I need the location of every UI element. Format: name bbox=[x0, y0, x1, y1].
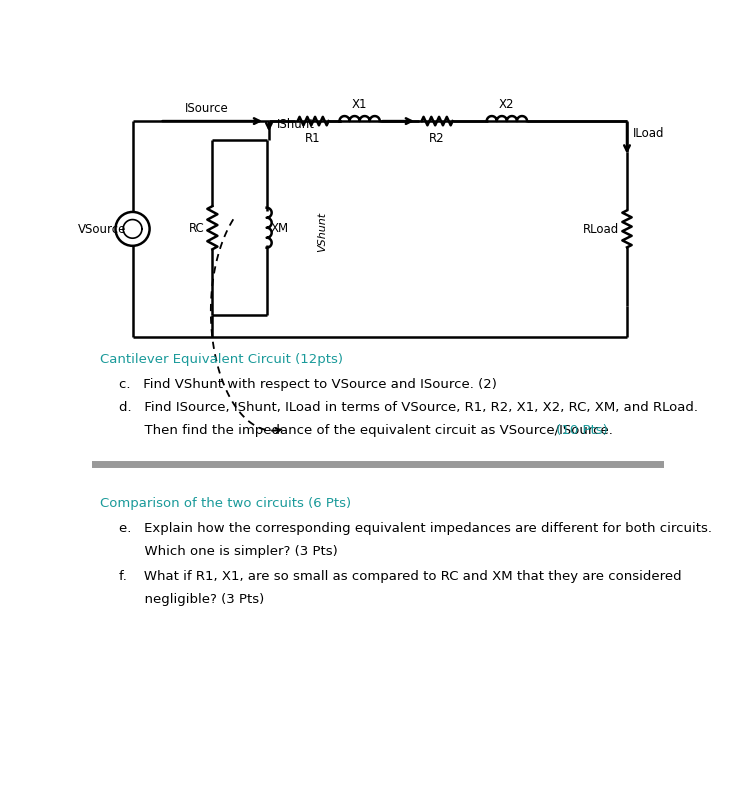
Text: ILoad: ILoad bbox=[633, 127, 665, 140]
Text: R1: R1 bbox=[306, 132, 321, 145]
Text: RC: RC bbox=[189, 222, 204, 235]
Text: X1: X1 bbox=[352, 98, 368, 111]
Text: IShunt: IShunt bbox=[277, 118, 314, 131]
Text: Then find the impedance of the equivalent circuit as VSource/ISource.: Then find the impedance of the equivalen… bbox=[120, 423, 613, 436]
Text: Comparison of the two circuits (6 Pts): Comparison of the two circuits (6 Pts) bbox=[100, 496, 351, 509]
Text: XM: XM bbox=[271, 222, 289, 235]
Text: e.   Explain how the corresponding equivalent impedances are different for both : e. Explain how the corresponding equival… bbox=[120, 521, 712, 534]
Text: c.   Find VShunt with respect to VSource and ISource. (2): c. Find VShunt with respect to VSource a… bbox=[120, 377, 497, 390]
Text: d.   Find ISource, IShunt, ILoad in terms of VSource, R1, R2, X1, X2, RC, XM, an: d. Find ISource, IShunt, ILoad in terms … bbox=[120, 401, 698, 414]
Text: RLoad: RLoad bbox=[583, 223, 619, 236]
Text: ISource: ISource bbox=[184, 102, 229, 115]
Text: X2: X2 bbox=[499, 98, 514, 111]
Text: R2: R2 bbox=[430, 132, 445, 145]
Text: negligible? (3 Pts): negligible? (3 Pts) bbox=[120, 593, 265, 606]
Text: VSource: VSource bbox=[78, 223, 126, 236]
Text: VShunt: VShunt bbox=[317, 212, 327, 251]
Text: (10 Pts): (10 Pts) bbox=[552, 423, 607, 436]
Text: Which one is simpler? (3 Pts): Which one is simpler? (3 Pts) bbox=[120, 544, 338, 557]
Text: Cantilever Equivalent Circuit (12pts): Cantilever Equivalent Circuit (12pts) bbox=[100, 353, 343, 366]
Text: f.    What if R1, X1, are so small as compared to RC and XM that they are consid: f. What if R1, X1, are so small as compa… bbox=[120, 569, 682, 582]
